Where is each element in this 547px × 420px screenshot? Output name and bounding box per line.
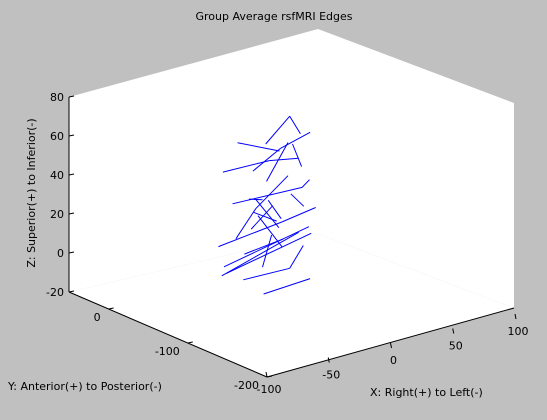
z-tick xyxy=(68,134,75,137)
edge-line xyxy=(222,160,270,173)
edge-line xyxy=(223,226,310,268)
y-tick xyxy=(108,307,114,310)
edge-line xyxy=(262,234,273,268)
edge-line xyxy=(265,115,291,145)
z-tick-label: 40 xyxy=(50,169,64,182)
x-tick-label: -100 xyxy=(257,383,282,396)
z-tick xyxy=(68,173,75,176)
x-tick xyxy=(452,328,455,334)
edge-line xyxy=(252,147,281,172)
edge-line xyxy=(218,221,282,248)
edge-line xyxy=(237,142,280,152)
edge-line xyxy=(266,142,289,182)
edge-line xyxy=(269,157,299,162)
z-tick xyxy=(68,251,75,254)
y-tick xyxy=(266,375,273,378)
axes-panel-floor xyxy=(69,234,514,377)
x-tick-label: 50 xyxy=(449,340,463,353)
edge-line xyxy=(244,238,284,255)
edge-line xyxy=(290,193,305,207)
edge-line xyxy=(248,198,263,201)
y-tick-label: 0 xyxy=(94,311,101,324)
edge-line xyxy=(289,115,301,135)
edge-line xyxy=(292,143,303,167)
x-tick-label: -50 xyxy=(322,369,340,382)
z-tick xyxy=(68,95,75,98)
x-tick xyxy=(265,371,268,378)
edge-line xyxy=(281,207,316,223)
edge-line xyxy=(257,215,283,248)
x-axis-line xyxy=(266,307,515,378)
axes-panel-back-right xyxy=(318,29,514,308)
edge-line xyxy=(232,186,303,205)
z-tick-label: 0 xyxy=(57,247,64,260)
edge-lines xyxy=(218,115,316,295)
edge-line xyxy=(235,208,257,240)
y-axis-label: Y: Anterior(+) to Posterior(-) xyxy=(7,380,162,393)
z-tick-label: 80 xyxy=(50,91,64,104)
edge-line xyxy=(263,278,311,295)
z-tick-label: 20 xyxy=(50,208,64,221)
edge-line xyxy=(280,131,311,149)
x-tick xyxy=(390,342,392,349)
x-tick-label: 100 xyxy=(508,325,529,338)
edge-line xyxy=(226,232,312,274)
z-tick-label: -20 xyxy=(46,286,64,299)
y-tick-label: -200 xyxy=(234,379,259,392)
x-axis-label: X: Right(+) to Left(-) xyxy=(370,386,483,399)
edge-line xyxy=(255,175,289,210)
y-axis-line xyxy=(68,291,268,378)
edge-line xyxy=(221,231,299,277)
z-tick xyxy=(68,212,75,215)
edge-line xyxy=(289,245,304,269)
z-tick xyxy=(68,290,75,293)
chart-title: Group Average rsfMRI Edges xyxy=(195,10,352,23)
y-tick-label: -100 xyxy=(155,345,180,358)
y-tick xyxy=(187,341,193,344)
x-tick xyxy=(327,357,330,363)
edge-line xyxy=(267,200,282,219)
edge-line xyxy=(255,198,280,229)
x-tick-label: 0 xyxy=(390,354,397,367)
edge-line xyxy=(250,205,274,230)
edge-line xyxy=(301,179,310,188)
x-tick xyxy=(514,313,517,320)
axes-panel-back-left xyxy=(69,29,318,292)
z-tick-label: 60 xyxy=(50,130,64,143)
edge-line xyxy=(243,267,290,281)
z-axis-label: Z: Superior(+) to Inferior(-) xyxy=(25,118,38,267)
